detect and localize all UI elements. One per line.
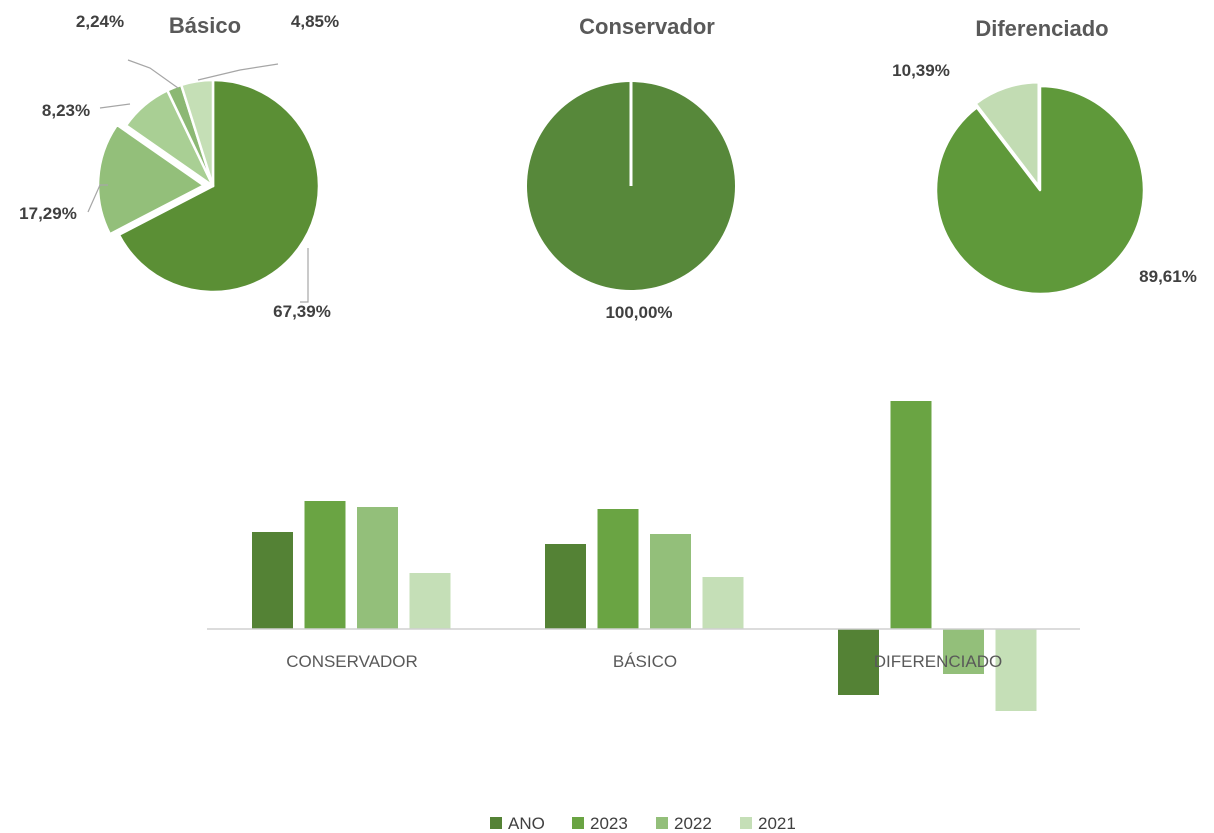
legend-swatch-2023 bbox=[572, 817, 584, 829]
bar-2021-básico bbox=[702, 577, 744, 629]
bar-2023-básico bbox=[597, 509, 639, 629]
category-label-conservador: CONSERVADOR bbox=[286, 652, 418, 671]
bar-2021-diferenciado bbox=[995, 629, 1037, 711]
pie-label-diferenciado-89: 89,61% bbox=[1139, 267, 1197, 286]
legend-swatch-ano bbox=[490, 817, 502, 829]
legend-label-2021: 2021 bbox=[758, 814, 796, 833]
pie-label-basico-17: 17,29% bbox=[19, 204, 77, 223]
pie-label-basico-4: 4,85% bbox=[291, 12, 339, 31]
pie-label-diferenciado-10: 10,39% bbox=[892, 61, 950, 80]
pie-title-conservador: Conservador bbox=[579, 14, 715, 39]
leader-line-basico-67 bbox=[300, 248, 309, 303]
pie-basico: Básico 67,39% 17,29% 8,23% 2,24% 4,85% bbox=[19, 12, 339, 321]
pie-diferenciado-slice-0 bbox=[934, 84, 1146, 296]
pie-basico-slice-1 bbox=[96, 123, 206, 236]
legend-swatch-2022 bbox=[656, 817, 668, 829]
legend: ANO 2023 2022 2021 bbox=[490, 814, 796, 833]
bar-ano-básico bbox=[545, 544, 586, 629]
pie-basico-slice-4 bbox=[179, 78, 215, 188]
pie-title-basico: Básico bbox=[169, 13, 241, 38]
bar-2021-conservador bbox=[409, 573, 451, 629]
pie-label-basico-67: 67,39% bbox=[273, 302, 331, 321]
leader-line-basico-2 bbox=[127, 59, 179, 89]
bar-2022-conservador bbox=[357, 507, 398, 629]
category-label-basico: BÁSICO bbox=[613, 652, 677, 671]
legend-swatch-2021 bbox=[740, 817, 752, 829]
bar-2022-básico bbox=[650, 534, 691, 629]
pie-conservador: Conservador 100,00% bbox=[527, 14, 735, 322]
pie-label-conservador-100: 100,00% bbox=[605, 303, 672, 322]
bar-2023-conservador bbox=[304, 501, 346, 629]
pie-title-diferenciado: Diferenciado bbox=[975, 16, 1108, 41]
legend-label-ano: ANO bbox=[508, 814, 545, 833]
pie-basico-slice-0 bbox=[117, 78, 321, 294]
pie-label-basico-2: 2,24% bbox=[76, 12, 124, 31]
leader-line-basico-17 bbox=[87, 184, 108, 213]
pie-diferenciado: Diferenciado 89,61% 10,39% bbox=[892, 16, 1197, 296]
bar-2023-diferenciado bbox=[890, 401, 932, 629]
bar-2022-diferenciado bbox=[943, 629, 984, 674]
bar-chart: CONSERVADOR BÁSICO DIFERENCIADO bbox=[207, 401, 1080, 711]
bar-ano-diferenciado bbox=[838, 629, 879, 695]
pie-diferenciado-slice-1 bbox=[974, 80, 1040, 188]
leader-line-basico-8 bbox=[99, 103, 131, 109]
legend-label-2023: 2023 bbox=[590, 814, 628, 833]
pie-label-basico-8: 8,23% bbox=[42, 101, 90, 120]
bar-ano-conservador bbox=[252, 532, 293, 629]
legend-label-2022: 2022 bbox=[674, 814, 712, 833]
leader-line-basico-4 bbox=[197, 63, 279, 81]
category-label-diferenciado: DIFERENCIADO bbox=[874, 652, 1002, 671]
